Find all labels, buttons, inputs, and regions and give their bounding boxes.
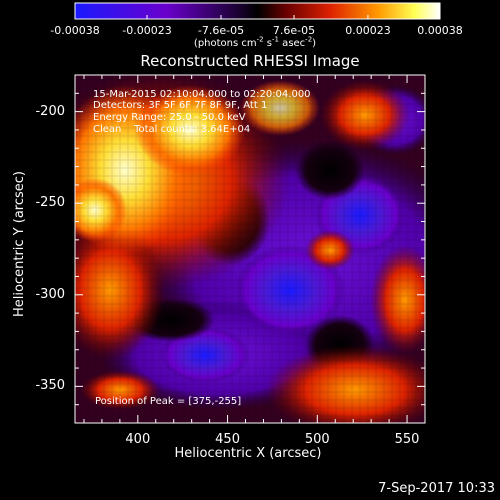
x-tick-label: 500 [304, 432, 330, 447]
colorbar-tick-label: 0.00038 [417, 24, 463, 37]
colorbar-tick-label: -0.00038 [50, 24, 100, 37]
axis-ticks [75, 74, 426, 424]
y-tick-label: -300 [35, 286, 65, 302]
colorbar-gradient [74, 2, 441, 20]
colorbar-tick-label: 7.6e-05 [272, 24, 316, 37]
y-tick-label: -200 [35, 103, 65, 119]
colorbar-tick-label: -0.00023 [122, 24, 172, 37]
plot-timestamp: 7-Sep-2017 10:33 [378, 481, 495, 496]
colorbar-tick-label: 0.00023 [345, 24, 391, 37]
x-axis-label: Heliocentric X (arcsec) [174, 446, 322, 461]
y-tick-label: -250 [35, 195, 65, 211]
x-tick-label: 400 [125, 432, 151, 447]
colorbar-units: (photons cm-2 s-1 asec-2) [193, 35, 317, 49]
clean-counts-text: Clean Total counts: 3.64E+04 [93, 124, 251, 135]
y-tick-label: -350 [35, 378, 65, 394]
x-tick-label: 550 [394, 432, 420, 447]
time-range-text: 15-Mar-2015 02:10:04.000 to 02:20:04.000 [93, 89, 311, 100]
energy-range-text: Energy Range: 25.0 - 50.0 keV [93, 112, 246, 123]
plot-title: Reconstructed RHESSI Image [140, 52, 360, 70]
x-tick-label: 450 [215, 432, 240, 447]
plot-frame [74, 74, 426, 424]
detectors-text: Detectors: 3F 5F 6F 7F 8F 9F, Att 1 [93, 100, 268, 111]
colorbar-ticks [74, 15, 441, 19]
image-raster [75, 75, 425, 423]
y-axis-label: Heliocentric Y (arcsec) [12, 171, 27, 317]
peak-position-text: Position of Peak = [375,-255] [95, 396, 242, 407]
colorbar-tick-label: -7.6e-05 [197, 24, 245, 37]
